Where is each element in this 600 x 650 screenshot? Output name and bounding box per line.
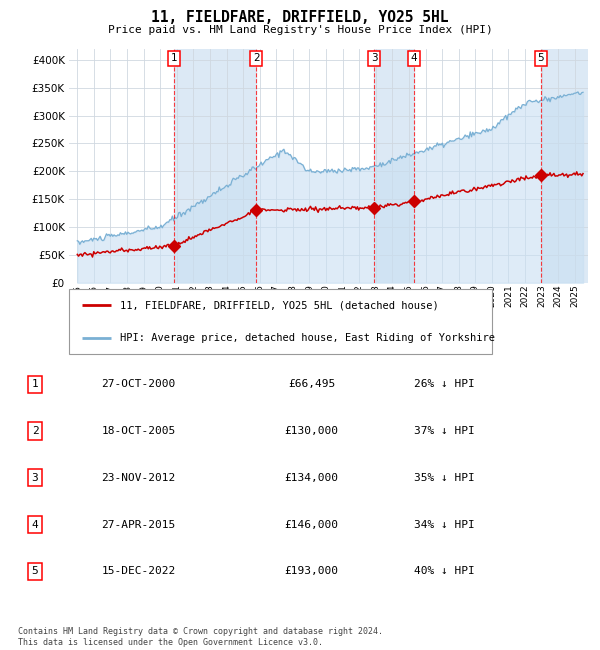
- Text: 11, FIELDFARE, DRIFFIELD, YO25 5HL (detached house): 11, FIELDFARE, DRIFFIELD, YO25 5HL (deta…: [120, 300, 439, 311]
- Text: £193,000: £193,000: [284, 566, 338, 577]
- Text: 11, FIELDFARE, DRIFFIELD, YO25 5HL: 11, FIELDFARE, DRIFFIELD, YO25 5HL: [151, 10, 449, 25]
- Text: 4: 4: [411, 53, 418, 64]
- Text: 5: 5: [538, 53, 544, 64]
- Text: 1: 1: [32, 379, 38, 389]
- Text: 3: 3: [32, 473, 38, 483]
- Text: 2: 2: [253, 53, 260, 64]
- Text: 27-APR-2015: 27-APR-2015: [101, 519, 176, 530]
- Text: HPI: Average price, detached house, East Riding of Yorkshire: HPI: Average price, detached house, East…: [120, 333, 495, 343]
- Text: £134,000: £134,000: [284, 473, 338, 483]
- Bar: [541, 49, 588, 283]
- Text: 26% ↓ HPI: 26% ↓ HPI: [413, 379, 475, 389]
- Text: Price paid vs. HM Land Registry's House Price Index (HPI): Price paid vs. HM Land Registry's House …: [107, 25, 493, 34]
- Text: 1: 1: [170, 53, 177, 64]
- Text: £146,000: £146,000: [284, 519, 338, 530]
- Bar: [374, 49, 414, 283]
- Text: 18-OCT-2005: 18-OCT-2005: [101, 426, 176, 436]
- Text: 27-OCT-2000: 27-OCT-2000: [101, 379, 176, 389]
- Text: 2: 2: [32, 426, 38, 436]
- Text: £66,495: £66,495: [288, 379, 335, 389]
- Text: 15-DEC-2022: 15-DEC-2022: [101, 566, 176, 577]
- Text: £130,000: £130,000: [284, 426, 338, 436]
- Text: 5: 5: [32, 566, 38, 577]
- Text: 4: 4: [32, 519, 38, 530]
- Text: 40% ↓ HPI: 40% ↓ HPI: [413, 566, 475, 577]
- Text: 35% ↓ HPI: 35% ↓ HPI: [413, 473, 475, 483]
- Text: 37% ↓ HPI: 37% ↓ HPI: [413, 426, 475, 436]
- Text: 3: 3: [371, 53, 377, 64]
- Text: 23-NOV-2012: 23-NOV-2012: [101, 473, 176, 483]
- Text: Contains HM Land Registry data © Crown copyright and database right 2024.
This d: Contains HM Land Registry data © Crown c…: [18, 627, 383, 647]
- Bar: [174, 49, 256, 283]
- Text: 34% ↓ HPI: 34% ↓ HPI: [413, 519, 475, 530]
